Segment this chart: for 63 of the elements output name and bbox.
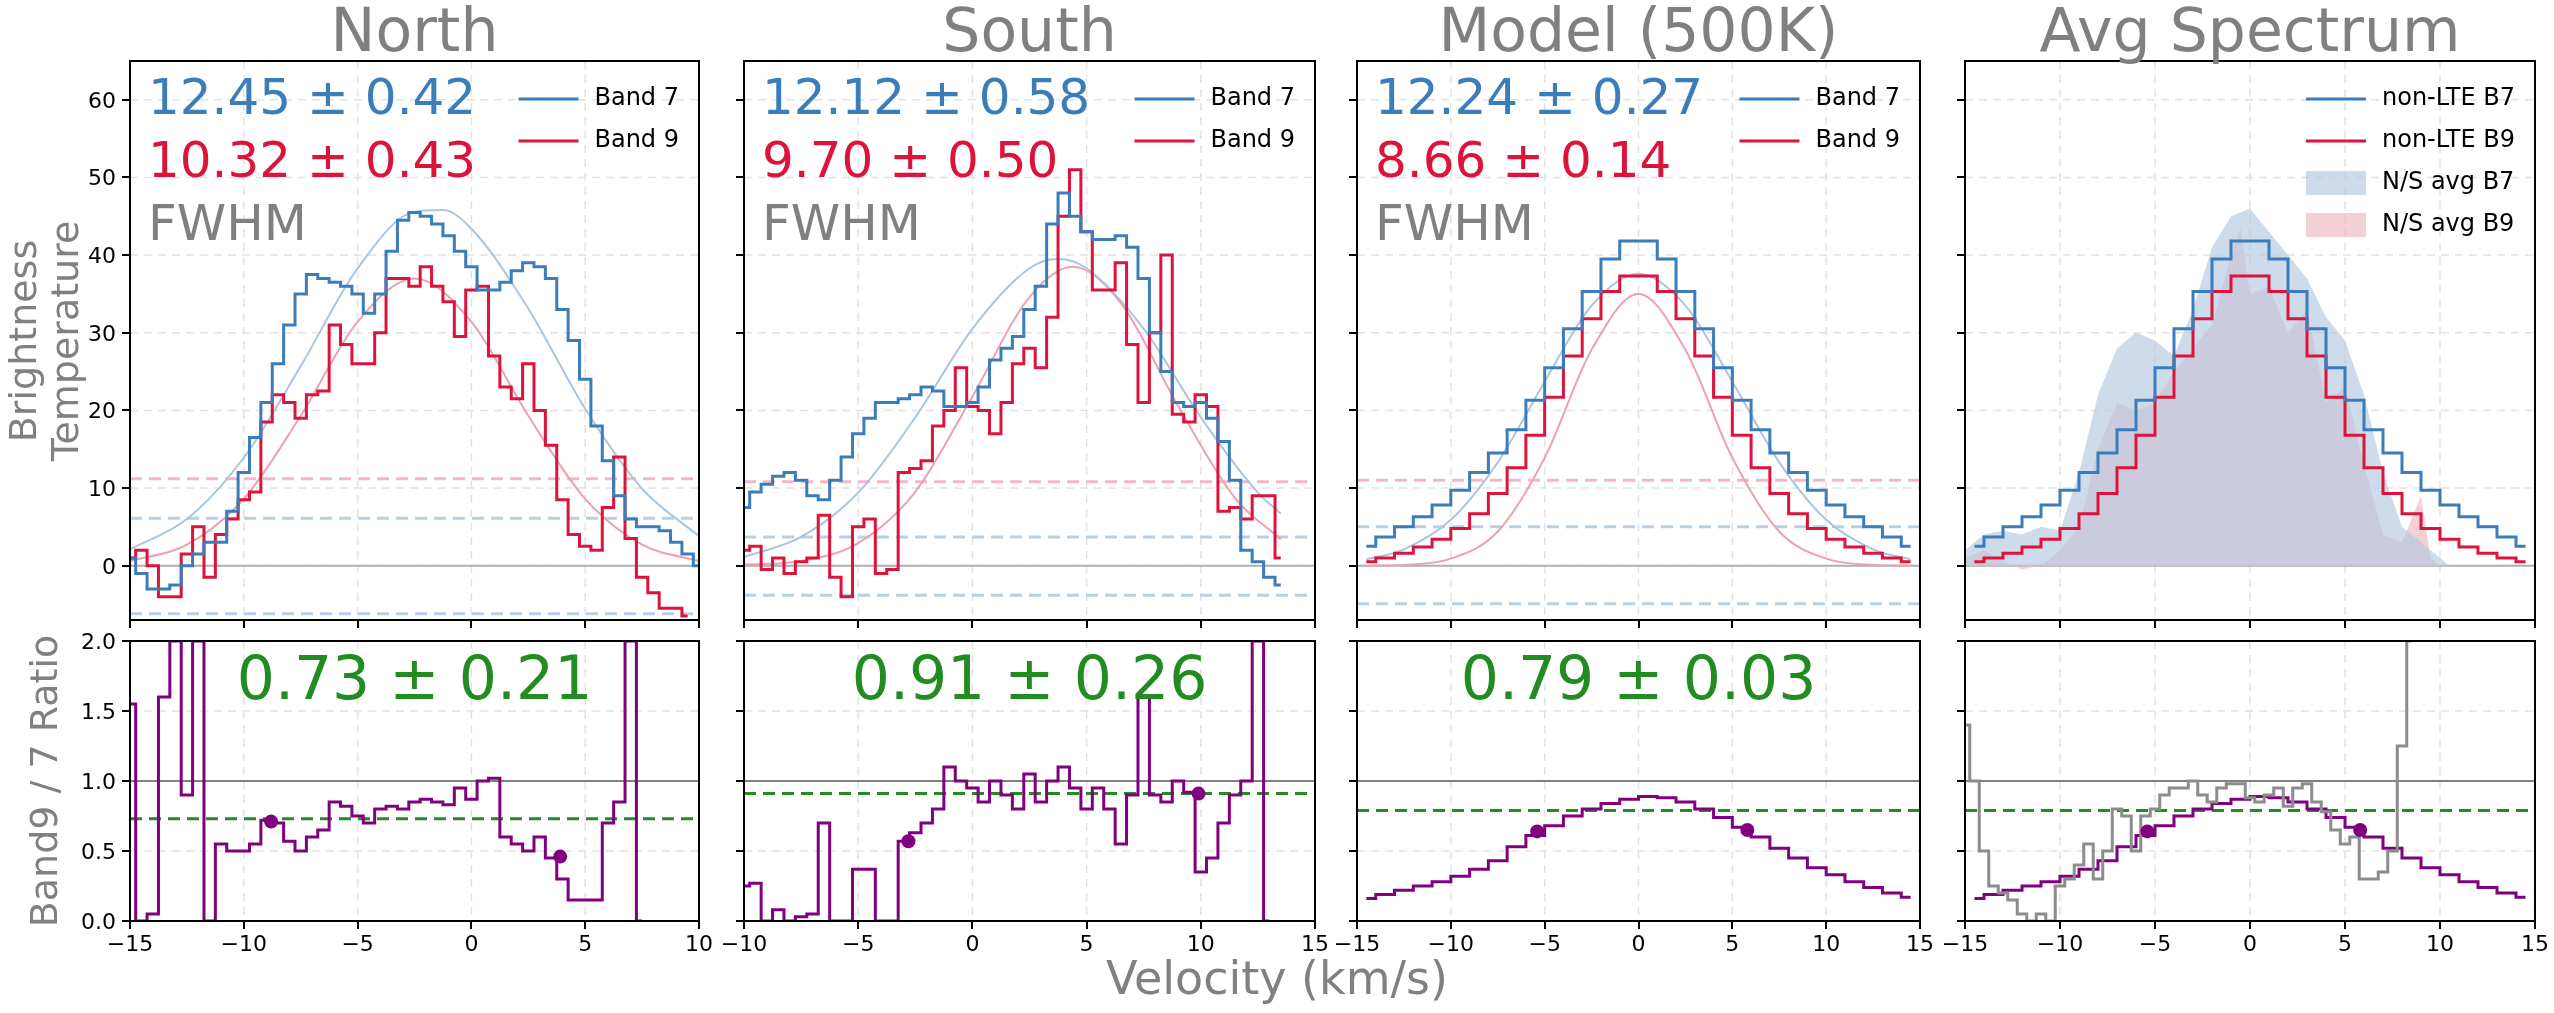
chart-title: Avg Spectrum <box>2038 0 2462 65</box>
chart-title: Model (500K) <box>1437 0 1840 65</box>
x-tick-label: −5 <box>2138 931 2172 956</box>
x-tick-label: 15 <box>2521 931 2549 956</box>
annotation: 12.45 ± 0.42 <box>148 67 477 126</box>
x-tick-label: 5 <box>2338 931 2352 956</box>
y-tick-label: 50 <box>88 165 117 191</box>
annotation: 8.66 ± 0.14 <box>1375 130 1672 189</box>
annotation: 0.79 ± 0.03 <box>1460 642 1817 713</box>
legend-label: N/S avg B9 <box>2381 209 2515 238</box>
y-tick-label: 2.0 <box>81 629 117 654</box>
annotation: 9.70 ± 0.50 <box>762 130 1059 189</box>
legend-label: Band 9 <box>594 125 679 154</box>
y-tick-label: 30 <box>88 320 117 346</box>
legend-label: Band 7 <box>1815 83 1900 112</box>
annotation: 12.24 ± 0.27 <box>1375 67 1704 126</box>
annotation: 0.91 ± 0.26 <box>851 642 1208 713</box>
legend-label: Band 7 <box>1210 83 1295 112</box>
annotation: 10.32 ± 0.43 <box>148 130 477 189</box>
legend-label: Band 7 <box>594 83 679 112</box>
legend-label: N/S avg B7 <box>2381 167 2515 196</box>
x-tick-label: −5 <box>1528 931 1561 956</box>
x-tick-label: −10 <box>2036 931 2084 956</box>
x-tick-label: −15 <box>1941 931 1989 956</box>
y-tick-label: 60 <box>88 87 117 113</box>
chart-title: South <box>941 0 1118 65</box>
annotation: 0.73 ± 0.21 <box>236 642 593 713</box>
x-tick-label: −15 <box>106 931 154 956</box>
legend-label: non-LTE B9 <box>2381 125 2516 154</box>
annotation: 12.12 ± 0.58 <box>762 67 1091 126</box>
legend-label: Band 9 <box>1815 125 1900 154</box>
y-tick-label: 0.0 <box>81 909 117 934</box>
x-tick-label: 0 <box>464 931 479 956</box>
line-series <box>130 277 699 562</box>
x-tick-label: −5 <box>841 931 875 956</box>
x-tick-label: −10 <box>720 931 768 956</box>
y-tick-label: 1.0 <box>81 769 117 794</box>
y-tick-label: 0.5 <box>81 839 117 864</box>
x-tick-label: −10 <box>220 931 268 956</box>
x-tick-label: 10 <box>2426 931 2454 956</box>
y-tick-label: 40 <box>88 243 117 269</box>
x-tick-label: 5 <box>1725 931 1740 956</box>
legend-label: Band 9 <box>1210 125 1295 154</box>
y-axis-title: Brightness Temperature <box>1 220 87 461</box>
x-tick-label: 10 <box>1812 931 1841 956</box>
x-tick-label: 0 <box>2243 931 2257 956</box>
chart-title: North <box>329 0 500 65</box>
x-tick-label: 0 <box>1631 931 1646 956</box>
y-tick-label: 1.5 <box>81 699 117 724</box>
x-tick-label: 15 <box>1906 931 1934 956</box>
x-tick-label: 10 <box>685 931 713 956</box>
legend-label: non-LTE B7 <box>2381 83 2516 112</box>
y-tick-label: 10 <box>88 476 117 502</box>
annotation: FWHM <box>148 193 307 252</box>
y-axis-title: Band9 / 7 Ratio <box>22 634 66 928</box>
y-tick-label: 20 <box>88 398 117 424</box>
x-tick-label: −5 <box>341 931 374 956</box>
y-tick-label: 0 <box>102 553 116 579</box>
x-tick-label: 5 <box>1079 931 1094 956</box>
annotation: FWHM <box>1375 193 1534 252</box>
annotation: FWHM <box>762 193 921 252</box>
x-tick-label: 0 <box>965 931 980 956</box>
x-tick-label: 5 <box>578 931 593 956</box>
